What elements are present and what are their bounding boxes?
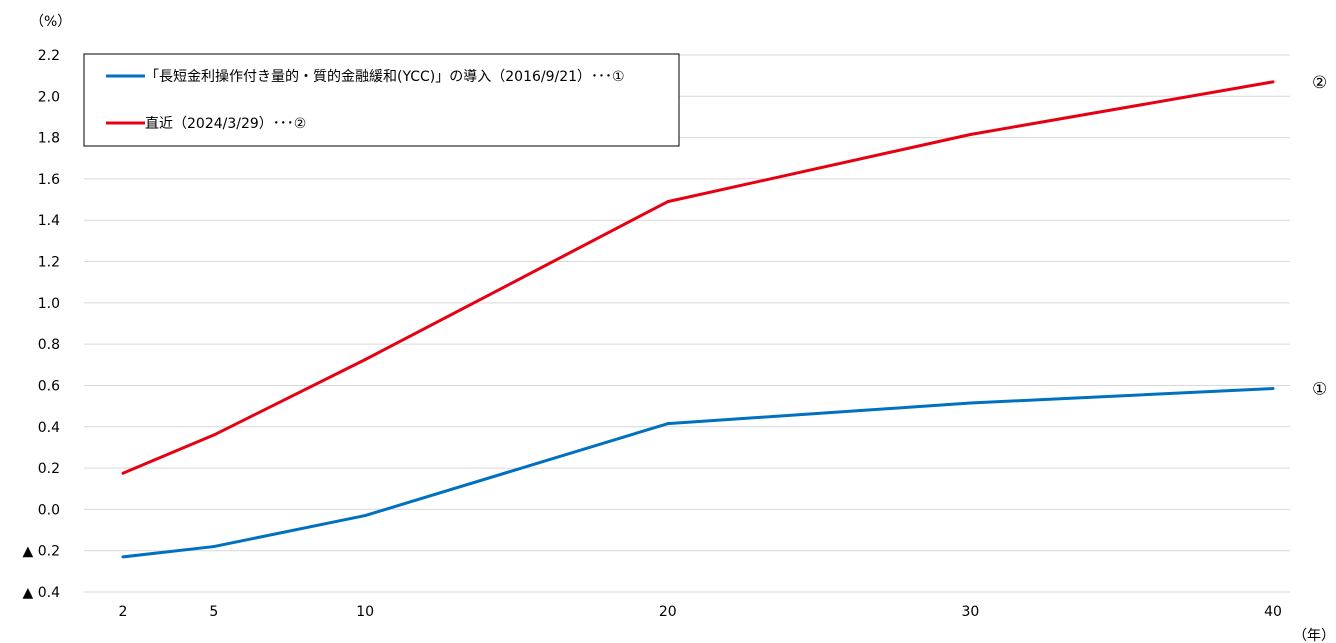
x-axis-ticks: 2 5 10 20 30 40 <box>119 604 1282 620</box>
y-tick-label: ▲ 0.2 <box>23 544 60 560</box>
data-point <box>212 433 216 437</box>
legend: 「長短金利操作付き量的・質的金融緩和(YCC)」の導入（2016/9/21）･･… <box>83 53 680 147</box>
y-tick-label: 2.0 <box>38 89 60 105</box>
series-end-label-2: ② <box>1312 73 1327 93</box>
series-end-label-1: ① <box>1312 380 1327 400</box>
data-point <box>212 545 216 549</box>
x-unit-label: （年） <box>1293 628 1335 643</box>
data-point <box>666 422 670 426</box>
y-tick-label: 1.4 <box>38 213 60 229</box>
data-point <box>968 133 972 137</box>
y-tick-label: 0.6 <box>38 378 60 394</box>
data-point <box>363 358 367 362</box>
data-point <box>968 401 972 405</box>
series-line-1 <box>122 387 1274 559</box>
legend-box <box>83 53 680 147</box>
data-point <box>1271 387 1275 391</box>
y-tick-label: ▲ 0.4 <box>23 585 61 601</box>
data-point <box>666 200 670 204</box>
x-tick-label: 40 <box>1264 604 1282 620</box>
x-tick-label: 30 <box>961 604 979 620</box>
series-lines <box>121 80 1275 559</box>
series-end-labels: ①② <box>1312 73 1327 400</box>
x-tick-label: 10 <box>356 604 374 620</box>
legend-label-2: 直近（2024/3/29）･･･② <box>145 115 306 132</box>
series-line-2 <box>122 80 1274 475</box>
x-tick-label: 2 <box>119 604 128 620</box>
data-point <box>1271 80 1275 84</box>
y-tick-label: 0.8 <box>38 337 60 353</box>
y-tick-label: 0.4 <box>38 420 60 436</box>
data-point <box>121 555 125 559</box>
data-point <box>363 514 367 518</box>
y-unit-label: （%） <box>30 14 71 30</box>
y-tick-label: 1.2 <box>38 255 60 271</box>
y-tick-label: 1.6 <box>38 172 60 188</box>
data-point <box>121 471 125 475</box>
y-tick-label: 0.0 <box>38 502 60 518</box>
x-tick-label: 20 <box>659 604 677 620</box>
y-tick-label: 1.8 <box>38 131 60 147</box>
y-tick-label: 0.2 <box>38 461 60 477</box>
y-axis-ticks: ▲ 0.4 ▲ 0.2 0.0 0.2 0.4 0.6 0.8 1.0 1.2 1.4 1.6 1.8… <box>23 48 61 601</box>
legend-label-1: 「長短金利操作付き量的・質的金融緩和(YCC)」の導入（2016/9/21）･･… <box>145 69 625 85</box>
x-tick-label: 5 <box>209 604 218 620</box>
y-tick-label: 2.2 <box>38 48 60 64</box>
y-tick-label: 1.0 <box>38 296 60 312</box>
